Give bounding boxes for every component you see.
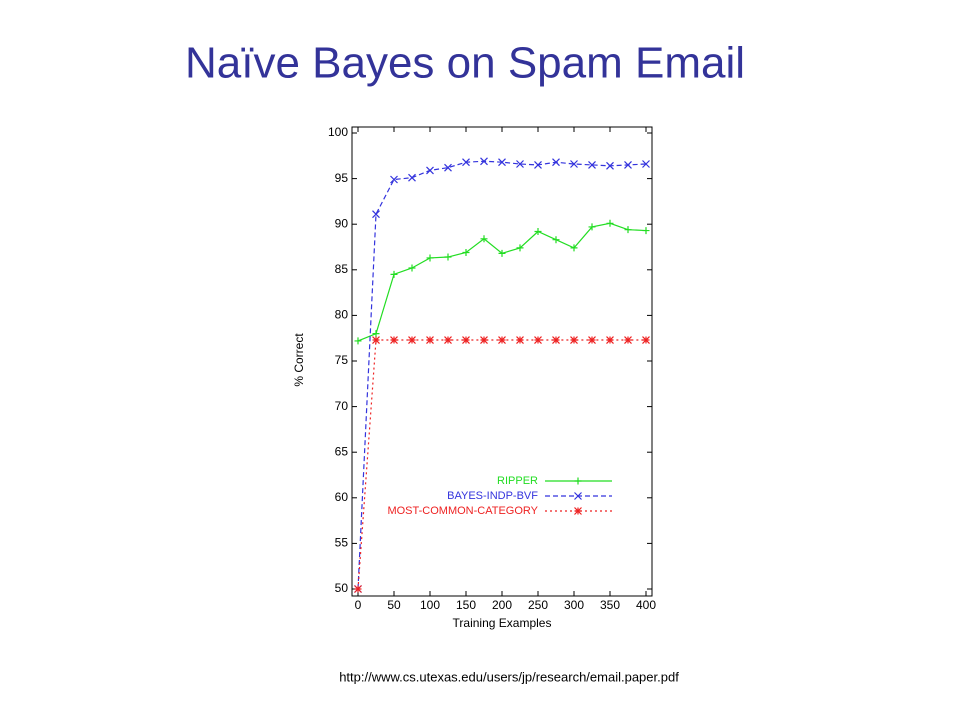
point-marker	[498, 249, 506, 257]
y-tick-label: 70	[335, 399, 349, 413]
x-tick-label: 50	[387, 598, 401, 612]
point-marker	[372, 336, 380, 344]
point-marker	[390, 270, 398, 278]
series-line	[357, 339, 646, 590]
point-marker	[480, 336, 488, 344]
point-marker	[462, 248, 470, 256]
point-marker	[516, 336, 524, 344]
point-marker	[498, 336, 506, 344]
x-tick-label: 250	[528, 598, 548, 612]
point-marker	[552, 336, 560, 344]
y-axis-label: % Correct	[292, 333, 306, 387]
point-marker	[408, 336, 416, 344]
point-marker	[624, 336, 632, 344]
series-line	[357, 222, 647, 342]
point-marker	[624, 160, 632, 169]
point-marker	[426, 166, 434, 175]
point-marker	[444, 163, 452, 172]
x-tick-label: 350	[600, 598, 620, 612]
y-tick-label: 75	[335, 353, 349, 367]
y-tick-label: 65	[335, 444, 349, 458]
y-tick-label: 100	[328, 125, 348, 139]
point-marker	[534, 160, 542, 169]
point-marker	[516, 160, 524, 168]
point-marker	[552, 236, 560, 244]
point-marker	[480, 157, 488, 166]
legend-marker	[574, 507, 582, 515]
point-marker	[570, 160, 578, 168]
point-marker	[408, 264, 416, 272]
point-marker	[390, 175, 398, 184]
point-marker	[444, 253, 452, 261]
point-marker	[606, 219, 614, 227]
point-marker	[372, 210, 380, 219]
point-marker	[480, 235, 488, 243]
point-marker	[606, 336, 614, 344]
point-marker	[354, 585, 362, 593]
point-marker	[588, 223, 596, 231]
x-tick-label: 300	[564, 598, 584, 612]
legend-marker	[574, 477, 582, 485]
point-marker	[624, 226, 632, 234]
plot-frame	[351, 126, 653, 597]
y-tick-label: 60	[335, 490, 349, 504]
point-marker	[606, 161, 614, 170]
point-marker	[426, 336, 434, 344]
x-tick-label: 150	[456, 598, 476, 612]
source-url: http://www.cs.utexas.edu/users/jp/resear…	[339, 669, 679, 684]
legend-marker	[574, 492, 582, 500]
point-marker	[534, 227, 542, 235]
x-tick-label: 0	[355, 598, 362, 612]
legend-label: BAYES-INDP-BVF	[447, 490, 538, 502]
y-tick-label: 85	[335, 262, 349, 276]
x-tick-label: 200	[492, 598, 512, 612]
point-marker	[570, 244, 578, 252]
point-marker	[444, 336, 452, 344]
legend-label: RIPPER	[497, 475, 538, 487]
point-marker	[390, 336, 398, 344]
y-tick-label: 50	[335, 581, 349, 595]
point-marker	[426, 254, 434, 262]
point-marker	[552, 158, 560, 167]
slide-title: Naïve Bayes on Spam Email	[185, 39, 745, 88]
point-marker	[498, 158, 506, 167]
series-line	[357, 160, 647, 590]
y-tick-label: 95	[335, 171, 349, 185]
point-marker	[372, 330, 380, 338]
y-tick-label: 90	[335, 216, 349, 230]
y-tick-label: 55	[335, 536, 349, 550]
point-marker	[408, 173, 416, 182]
point-marker	[534, 336, 542, 344]
x-tick-label: 400	[636, 598, 656, 612]
point-marker	[642, 227, 650, 235]
x-tick-label: 100	[420, 598, 440, 612]
point-marker	[354, 337, 362, 345]
legend-label: MOST-COMMON-CATEGORY	[387, 505, 538, 517]
point-marker	[642, 336, 650, 344]
point-marker	[462, 158, 470, 167]
point-marker	[570, 336, 578, 344]
y-tick-label: 80	[335, 308, 349, 322]
point-marker	[588, 160, 596, 169]
point-marker	[462, 336, 470, 344]
point-marker	[516, 244, 524, 252]
point-marker	[588, 336, 596, 344]
x-axis-label: Training Examples	[453, 616, 552, 630]
point-marker	[642, 160, 650, 168]
